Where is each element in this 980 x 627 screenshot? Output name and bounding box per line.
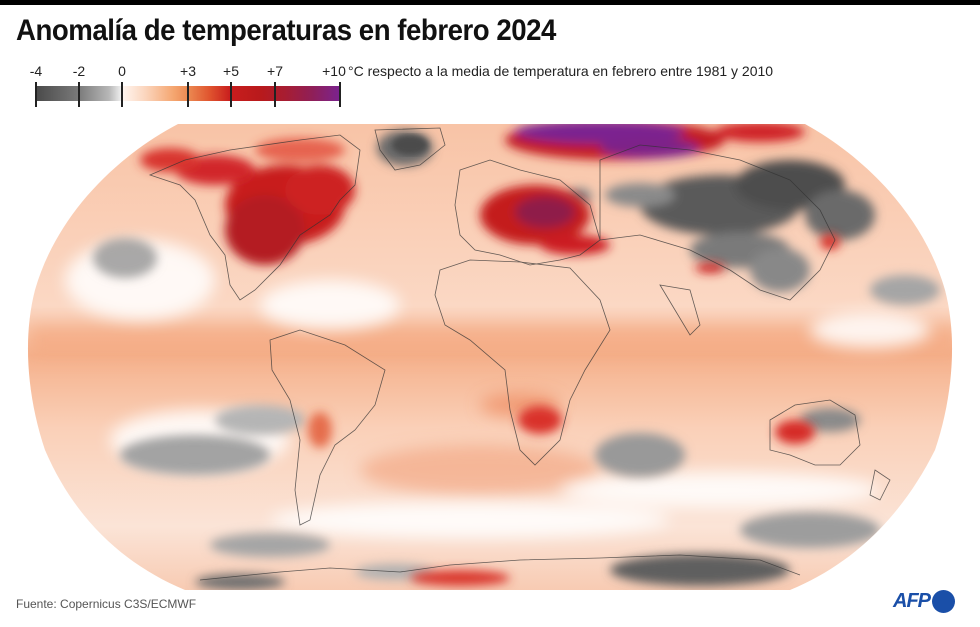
coastlines [148, 127, 891, 581]
source-credit: Fuente: Copernicus C3S/ECMWF [16, 597, 197, 611]
legend-tick [230, 82, 232, 107]
legend-tick-label: +3 [180, 63, 196, 79]
legend-tick [121, 82, 123, 107]
legend-tick [35, 82, 37, 107]
legend-tick-label: -2 [72, 63, 86, 79]
legend-tick-label: +5 [223, 63, 239, 79]
afp-logo: AFP [893, 589, 955, 613]
legend-tick-label: +10 [322, 63, 346, 79]
color-legend: -4 -2 0 +3 +5 +7 +10 °C respecto a la me… [0, 60, 980, 110]
legend-tick [274, 82, 276, 107]
legend-tick [339, 82, 341, 107]
legend-tick-label: -4 [29, 63, 43, 79]
map-raster [27, 124, 953, 590]
top-bar [0, 0, 980, 5]
afp-logo-dot-icon [932, 589, 955, 613]
legend-tick [78, 82, 80, 107]
legend-tick-label: 0 [118, 63, 126, 79]
legend-tick [187, 82, 189, 107]
legend-unit-label: °C respecto a la media de temperatura en… [348, 63, 774, 79]
page-title: Anomalía de temperaturas en febrero 2024 [16, 14, 556, 47]
world-anomaly-map [0, 110, 980, 600]
afp-logo-text: AFP [893, 589, 931, 612]
legend-tick-label: +7 [267, 63, 283, 79]
